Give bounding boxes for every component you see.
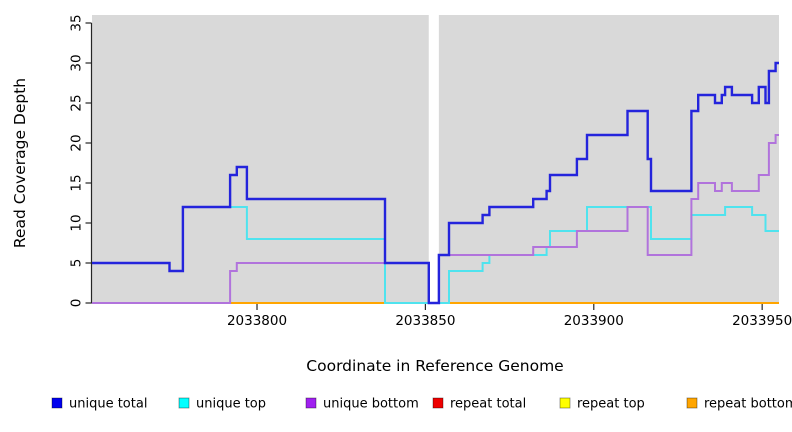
y-tick-label: 15 (69, 174, 85, 191)
legend-swatch-unique-top (178, 397, 190, 409)
legend-swatch-unique-bottom (305, 397, 317, 409)
legend-label-unique-total: unique total (69, 397, 147, 412)
legend-swatch-repeat-total (432, 397, 444, 409)
x-tick-label: 2033950 (732, 313, 792, 329)
x-tick-label: 2033900 (564, 313, 624, 329)
legend-swatch-repeat-bottom (686, 397, 698, 409)
x-tick-label: 2033800 (227, 313, 287, 329)
y-tick-label: 20 (69, 134, 85, 151)
coverage-gap-band (428, 15, 439, 303)
y-tick-label: 0 (69, 299, 85, 308)
legend-swatch-repeat-top (559, 397, 571, 409)
x-axis-title: Coordinate in Reference Genome (306, 357, 563, 375)
legend-label-repeat-total: repeat total (450, 397, 526, 412)
legend-label-repeat-bottom: repeat bottom (704, 397, 792, 412)
y-tick-label: 10 (69, 214, 85, 231)
legend-label-repeat-top: repeat top (577, 397, 645, 412)
legend: unique total unique top unique bottom repea… (51, 397, 792, 412)
legend-swatch-unique-total (51, 397, 63, 409)
y-tick-label: 5 (69, 259, 85, 268)
series-unique-total (92, 61, 779, 305)
y-axis-title: Read Coverage Depth (11, 78, 29, 248)
y-tick-label: 35 (69, 14, 85, 31)
y-tick-label: 25 (69, 94, 85, 111)
legend-label-unique-bottom: unique bottom (323, 397, 419, 412)
y-tick-label: 30 (69, 54, 85, 71)
series-unique-top (92, 206, 779, 304)
x-tick-label: 2033850 (395, 313, 455, 329)
legend-label-unique-top: unique top (196, 397, 266, 412)
